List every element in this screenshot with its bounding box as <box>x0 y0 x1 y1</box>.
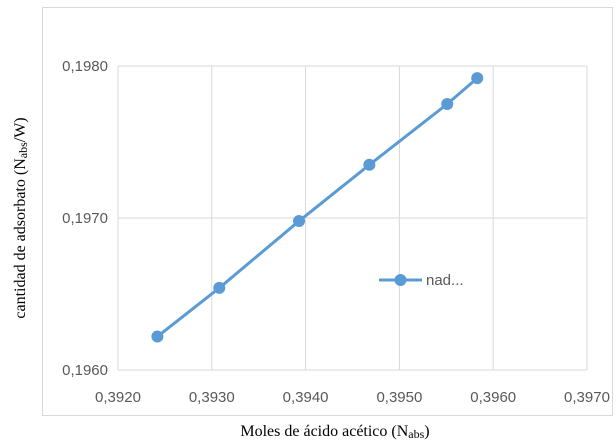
x-tick-label: 0,3950 <box>376 389 422 406</box>
y-axis-title-end: /W) <box>12 117 29 142</box>
tick-labels: 0,3920 0,3930 0,3940 0,3950 0,3960 0,3970 0,19… <box>62 58 610 406</box>
legend-marker-swatch <box>394 274 407 286</box>
x-tick-label: 0,3930 <box>189 389 235 406</box>
y-tick-label: 0,1960 <box>62 362 108 379</box>
data-point <box>471 72 484 85</box>
x-tick-label: 0,3970 <box>564 389 610 406</box>
y-tick-label: 0,1970 <box>62 210 108 227</box>
x-tick-label: 0,3960 <box>470 389 516 406</box>
x-axis-title-end: ) <box>424 423 429 440</box>
y-axis-title-subscript: abs <box>16 142 30 158</box>
gridlines <box>117 65 588 371</box>
x-tick-label: 0,3940 <box>283 389 329 406</box>
data-point <box>293 215 306 228</box>
chart-border <box>42 7 613 416</box>
series-line <box>156 77 479 338</box>
data-point <box>363 158 376 171</box>
legend-label: nad... <box>426 272 464 289</box>
x-tick-label: 0,3920 <box>95 389 141 406</box>
legend: nad... <box>379 272 464 289</box>
data-point <box>213 281 226 294</box>
y-tick-label: 0,1980 <box>62 58 108 75</box>
x-axis-title-subscript: abs <box>408 427 424 441</box>
y-axis-title: cantidad de adsorbato (Nabs/W) <box>12 117 30 318</box>
data-point <box>151 330 164 343</box>
data-point <box>441 98 454 110</box>
series-layer <box>151 72 484 343</box>
x-axis-title-main: Moles de ácido acético (N <box>240 423 408 440</box>
y-axis-title-main: cantidad de adsorbato (N <box>12 158 29 319</box>
x-axis-title: Moles de ácido acético (Nabs) <box>240 423 429 441</box>
